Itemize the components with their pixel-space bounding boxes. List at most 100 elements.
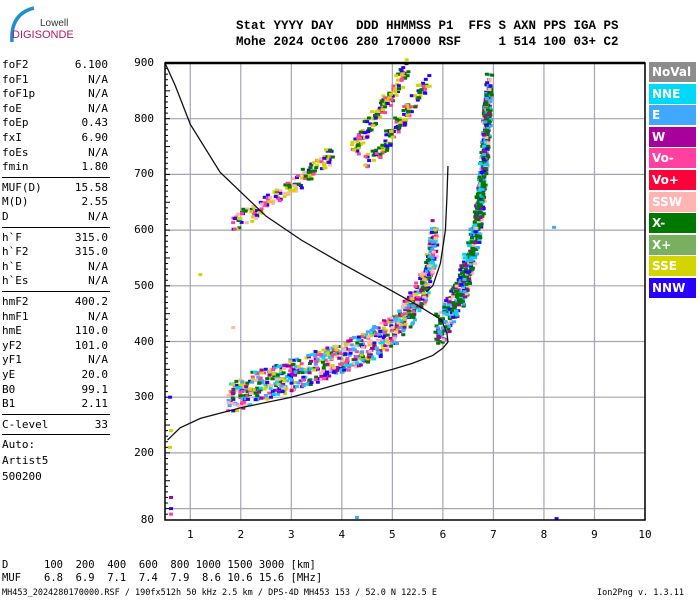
echo-point [441, 338, 446, 342]
echo-point [319, 167, 324, 171]
echo-point [465, 288, 470, 292]
echo-point [432, 230, 437, 234]
echo-point [325, 362, 330, 366]
echo-point [467, 241, 472, 245]
echo-point [358, 363, 363, 367]
echo-point [401, 109, 406, 113]
echo-point [430, 244, 435, 248]
x-tick-label: 2 [237, 528, 245, 541]
echo-point [488, 123, 493, 127]
echo-point [374, 326, 379, 330]
echo-point [484, 91, 489, 95]
echo-point [268, 200, 273, 204]
echo-point [471, 249, 476, 253]
echo-point [467, 277, 472, 281]
plot-border [164, 62, 646, 521]
echo-point [301, 375, 306, 379]
echo-point [342, 347, 347, 351]
echo-point [466, 284, 471, 288]
echo-point [352, 148, 357, 152]
echo-point [428, 261, 433, 265]
echo-point [321, 356, 326, 360]
echo-point [226, 393, 231, 397]
echo-point [422, 295, 427, 299]
echo-point [270, 377, 275, 381]
echo-point [281, 382, 286, 386]
echo-point [366, 335, 371, 339]
echo-point [279, 364, 284, 368]
echo-point [483, 120, 488, 124]
echo-point [409, 110, 414, 114]
echo-point [343, 342, 348, 346]
echo-point [259, 371, 264, 375]
echo-point [305, 382, 310, 386]
echo-point [476, 201, 481, 205]
echo-point [488, 96, 493, 100]
echo-point [322, 156, 327, 160]
echo-point [285, 364, 290, 368]
echo-point [257, 390, 262, 394]
echo-point [232, 402, 237, 406]
echo-point [265, 380, 270, 384]
echo-point [366, 359, 371, 363]
echo-point [268, 196, 273, 200]
echo-point [348, 351, 353, 355]
echo-point [401, 66, 406, 70]
echo-point [427, 239, 432, 243]
echo-point [319, 374, 324, 378]
param-row-fmin: fmin 1.80 [2, 160, 108, 174]
echo-point [473, 241, 478, 245]
echo-point [244, 383, 249, 387]
echo-point [552, 225, 557, 229]
echo-point [255, 371, 260, 375]
echo-point [268, 395, 273, 399]
echo-point [396, 125, 401, 129]
echo-point [268, 387, 273, 391]
echo-point [310, 353, 315, 357]
echo-point [232, 384, 237, 388]
echo-point [168, 445, 173, 449]
echo-point [238, 394, 243, 398]
echo-point [479, 197, 484, 201]
echo-point [469, 256, 474, 260]
echo-point [254, 213, 259, 217]
echo-point [330, 346, 335, 350]
echo-point [326, 349, 331, 353]
echo-point [169, 507, 174, 511]
echo-point [276, 377, 281, 381]
echo-point [263, 383, 268, 387]
echo-point [376, 326, 381, 330]
echo-point [331, 352, 336, 356]
param-name: C-level [2, 417, 49, 431]
echo-point [372, 343, 377, 347]
echo-point [469, 240, 474, 244]
echo-point [378, 341, 383, 345]
echo-point [271, 368, 276, 372]
echo-point [422, 302, 427, 306]
param-row-d: D N/A [2, 210, 108, 224]
echo-point [289, 366, 294, 370]
legend-x-minusplus: X+ [649, 234, 696, 255]
echo-point [389, 321, 394, 325]
echo-point [253, 391, 258, 395]
echo-point [287, 373, 292, 377]
echo-point [470, 271, 475, 275]
echo-point [268, 367, 273, 371]
legend-noval: NoVal [649, 62, 696, 82]
echo-point [237, 226, 242, 230]
echo-point [477, 238, 482, 242]
echo-point [488, 100, 493, 104]
echo-point [288, 188, 293, 192]
echo-point [356, 152, 361, 156]
echo-point [232, 227, 237, 231]
echo-point [469, 236, 474, 240]
echo-point [274, 188, 279, 192]
x-tick-label: 10 [638, 528, 652, 541]
echo-point [447, 316, 452, 320]
d-label: D [2, 559, 9, 571]
echo-point [365, 165, 370, 169]
echo-point [409, 94, 414, 98]
echo-point [485, 81, 490, 85]
